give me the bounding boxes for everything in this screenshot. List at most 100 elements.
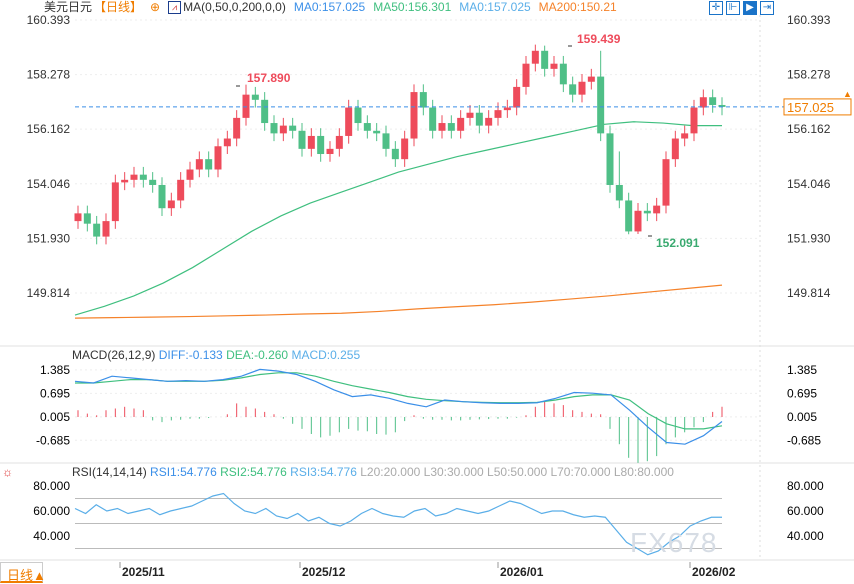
settings-icon: ☼: [2, 465, 13, 479]
candle-body: [289, 125, 297, 131]
rsi-tick-left: 80.000: [33, 479, 70, 493]
candle-body: [578, 81, 586, 95]
macd-tick-left: 0.695: [40, 386, 70, 400]
symbol-name: 美元日元: [44, 0, 93, 14]
rsi-legend-item: L70:70.000: [547, 465, 611, 479]
macd-tick-right: 1.385: [787, 363, 817, 377]
candle-body: [177, 179, 185, 201]
zoom-in-icon[interactable]: ▶: [743, 1, 757, 15]
target-icon[interactable]: ⊕: [150, 0, 161, 14]
candle-body: [699, 97, 707, 108]
macd-legend-item: DEA:-0.260: [223, 348, 289, 362]
ma200-value: MA200:150.21: [538, 0, 617, 14]
candle-body: [541, 50, 549, 69]
candle-body: [261, 99, 269, 124]
indicator-icon[interactable]: ⩘: [168, 0, 182, 14]
watermark-logo: FX678: [630, 527, 718, 558]
macd-tick-left: -0.685: [36, 433, 70, 447]
chart-header: 美元日元 【日线】 ⊕ ⩘ MA(0,50,0,200,0,0) MA0:157…: [44, 0, 617, 14]
candle-body: [559, 63, 567, 85]
candle-body: [139, 174, 147, 180]
price-tick-left: 149.814: [27, 286, 71, 300]
candle-body: [690, 107, 698, 134]
rsi-legend: RSI(14,14,14) RSI1:54.776 RSI2:54.776 RS…: [72, 465, 674, 479]
period-tab[interactable]: 日线▲: [0, 562, 46, 583]
price-tick-right: 156.162: [787, 122, 831, 136]
x-axis-label: 2025/11: [122, 565, 165, 579]
candle-body: [251, 94, 259, 100]
low-annotation: 152.091: [656, 236, 700, 250]
price-tick-right: 154.046: [787, 177, 831, 191]
candle-body: [494, 110, 502, 118]
crosshair-icon[interactable]: ✛: [709, 1, 723, 15]
candle-body: [643, 210, 651, 214]
macd-tick-right: -0.685: [787, 433, 821, 447]
last-price-box: [783, 98, 852, 116]
x-axis-label: 2026/01: [500, 565, 544, 579]
rsi-legend-item: L50:50.000: [484, 465, 548, 479]
candle-body: [270, 123, 278, 134]
price-tick-right: 151.930: [787, 231, 831, 245]
candle-body: [121, 179, 129, 183]
price-tick-right: 158.278: [787, 68, 831, 82]
candle-body: [569, 84, 577, 95]
candle-body: [513, 86, 521, 108]
candle-body: [363, 123, 371, 131]
price-tick-left: 158.278: [27, 68, 71, 82]
candle-body: [102, 221, 110, 237]
candle-body: [93, 223, 101, 237]
period-selector[interactable]: 【日线】: [94, 0, 143, 14]
candle-body: [457, 117, 465, 131]
candle-body: [634, 210, 642, 232]
macd-legend-item: DIFF:-0.133: [155, 348, 223, 362]
candle-body: [438, 123, 446, 131]
candle-body: [242, 94, 250, 118]
price-tick-left: 151.930: [27, 231, 71, 245]
candle-body: [653, 205, 661, 214]
candle-body: [354, 107, 362, 124]
candle-body: [587, 76, 595, 82]
price-tick-left: 160.393: [27, 13, 71, 27]
next-icon[interactable]: ⇥: [760, 1, 774, 15]
arrow-up-icon: ▲: [843, 89, 852, 99]
candle-body: [718, 104, 726, 107]
price-tick-right: 160.393: [787, 13, 831, 27]
rsi-legend-item: L20:20.000: [357, 465, 421, 479]
high-annotation: 157.890: [247, 71, 291, 85]
rsi-legend-item: L80:80.000: [611, 465, 675, 479]
rsi-legend-item: RSI3:54.776: [287, 465, 357, 479]
rsi-tick-right: 60.000: [787, 504, 824, 518]
rsi-legend-item: L30:30.000: [420, 465, 484, 479]
candle-body: [662, 159, 670, 206]
candle-body: [130, 174, 138, 180]
candle-body: [233, 117, 241, 139]
candle-body: [382, 133, 390, 149]
candle-body: [74, 213, 82, 222]
candle-body: [466, 112, 474, 118]
candle-body: [419, 92, 427, 108]
high-annotation: 159.439: [577, 32, 621, 46]
rsi-tick-right: 80.000: [787, 479, 824, 493]
ma50-value: MA50:156.301: [373, 0, 452, 14]
candle-body: [391, 148, 399, 160]
x-axis-label: 2025/12: [302, 565, 346, 579]
rsi-legend-item: RSI1:54.776: [147, 465, 217, 479]
candle-body: [307, 135, 315, 149]
fit-icon[interactable]: ⊩: [726, 1, 740, 15]
candle-body: [401, 138, 409, 160]
candle-body: [625, 200, 633, 232]
candle-body: [681, 133, 689, 139]
candle-body: [195, 159, 203, 170]
ma-label: MA(0,50,0,200,0,0): [183, 0, 286, 14]
x-axis-label: 2026/02: [692, 565, 736, 579]
last-price-label: 157.025: [787, 100, 834, 115]
candle-body: [475, 112, 483, 126]
candle-body: [447, 123, 455, 131]
candle-body: [149, 179, 157, 185]
candle-body: [214, 146, 222, 170]
ma0-value: MA0:157.025: [293, 0, 366, 14]
macd-tick-right: 0.695: [787, 386, 817, 400]
candle-body: [167, 200, 175, 209]
candle-body: [373, 130, 381, 134]
